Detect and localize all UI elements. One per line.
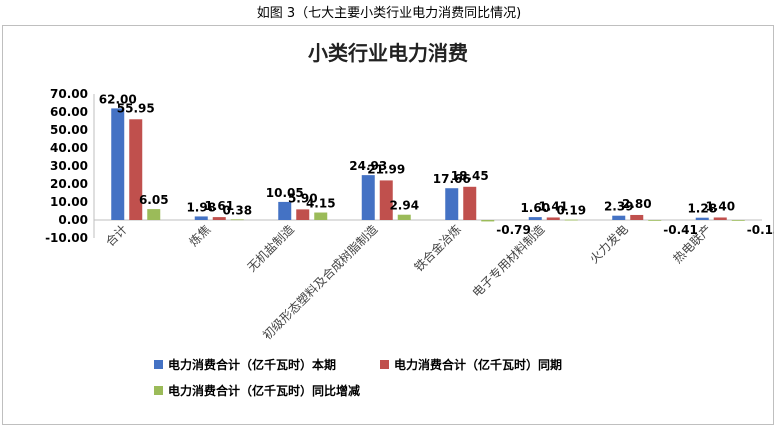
y-axis: 70.00 60.00 50.00 40.00 30.00 20.00 10.00 0.00 -…: [45, 87, 95, 245]
bar: [463, 186, 477, 220]
bar: [630, 214, 644, 220]
bar: [648, 220, 662, 221]
bar: [731, 220, 745, 221]
data-label: 1.41: [538, 199, 568, 213]
bars: [111, 108, 745, 222]
data-label: 2.94: [389, 199, 419, 213]
data-label: -0.41: [663, 223, 698, 237]
bar: [445, 188, 459, 220]
data-label: 2.80: [622, 197, 652, 211]
x-tick-label: 合计: [102, 222, 130, 250]
data-label: 10.05: [266, 186, 304, 200]
legend-swatch: [154, 386, 163, 395]
data-label: 1.28: [687, 202, 717, 216]
bar: [147, 209, 161, 220]
bar: [528, 217, 542, 220]
y-tick-label: 40.00: [50, 141, 88, 155]
y-tick-label: 50.00: [50, 123, 88, 137]
figure-caption: 如图 3（七大主要小类行业电力消费同比情况): [256, 6, 522, 21]
data-label: 18.45: [451, 169, 489, 183]
legend-label: 电力消费合计（亿千瓦时）同比增减: [168, 383, 360, 398]
legend-swatch: [380, 360, 389, 369]
bar: [546, 217, 560, 220]
data-label: 1.60: [520, 201, 550, 215]
bar: [612, 215, 626, 220]
legend-label: 电力消费合计（亿千瓦时）本期: [168, 357, 336, 372]
y-tick-label: 70.00: [50, 87, 88, 101]
bar: [481, 220, 495, 222]
x-tick-label: 铁合金冶炼: [411, 222, 464, 275]
bar: [278, 201, 292, 220]
bar: [713, 217, 727, 220]
x-axis: 合计 炼焦 无机盐制造初级形态塑料及合成树脂制造 铁合金冶炼 电子专用材料制造 火力发电热…: [94, 219, 762, 342]
x-tick-label: 无机盐制造: [245, 222, 297, 274]
bar: [296, 209, 310, 220]
y-tick-label: 60.00: [50, 105, 88, 119]
data-label: 5.90: [288, 191, 318, 205]
bar: [230, 219, 244, 221]
data-label: 4.15: [306, 197, 336, 211]
chart-frame: [2, 25, 774, 425]
bar-chart: 小类行业电力消费 70.00 60.00 50.00 40.00 30.00 20.00 1…: [45, 41, 774, 398]
y-tick-label: 20.00: [50, 177, 88, 191]
legend-label: 电力消费合计（亿千瓦时）同期: [394, 357, 562, 372]
x-tick-label: 炼焦: [186, 222, 214, 250]
legend: 电力消费合计（亿千瓦时）本期 电力消费合计（亿千瓦时）同期电力消费合计（亿千瓦时）…: [154, 357, 562, 398]
bar: [314, 212, 328, 220]
y-tick-label: 10.00: [50, 195, 88, 209]
data-label: 1.40: [705, 199, 735, 213]
bar: [212, 217, 226, 220]
bar: [397, 214, 411, 220]
y-tick-label: 30.00: [50, 159, 88, 173]
y-tick-label: -10.00: [45, 231, 88, 245]
legend-swatch: [154, 360, 163, 369]
data-label: 21.99: [367, 162, 405, 176]
data-label: 62.00: [99, 92, 137, 106]
data-label: 1.61: [204, 199, 234, 213]
data-label: 1.98: [186, 200, 216, 214]
data-label: 2.39: [604, 200, 634, 214]
bar: [564, 219, 578, 221]
data-label: -0.13: [747, 223, 774, 237]
y-tick-label: 0.00: [58, 213, 88, 227]
x-tick-label: 火力发电: [586, 222, 631, 267]
chart-title: 小类行业电力消费: [308, 41, 468, 65]
data-label: 24.93: [349, 159, 387, 173]
data-label: 0.19: [556, 204, 586, 218]
bar: [361, 175, 375, 220]
bar: [111, 108, 125, 220]
data-label: 0.38: [222, 203, 252, 217]
bar: [379, 180, 393, 220]
data-label: 6.05: [139, 193, 169, 207]
bar: [129, 119, 143, 220]
data-label: 17.66: [433, 172, 471, 186]
bar: [194, 216, 208, 220]
data-label: -0.79: [496, 223, 531, 237]
data-label: 55.95: [117, 101, 155, 115]
bar: [695, 217, 709, 220]
